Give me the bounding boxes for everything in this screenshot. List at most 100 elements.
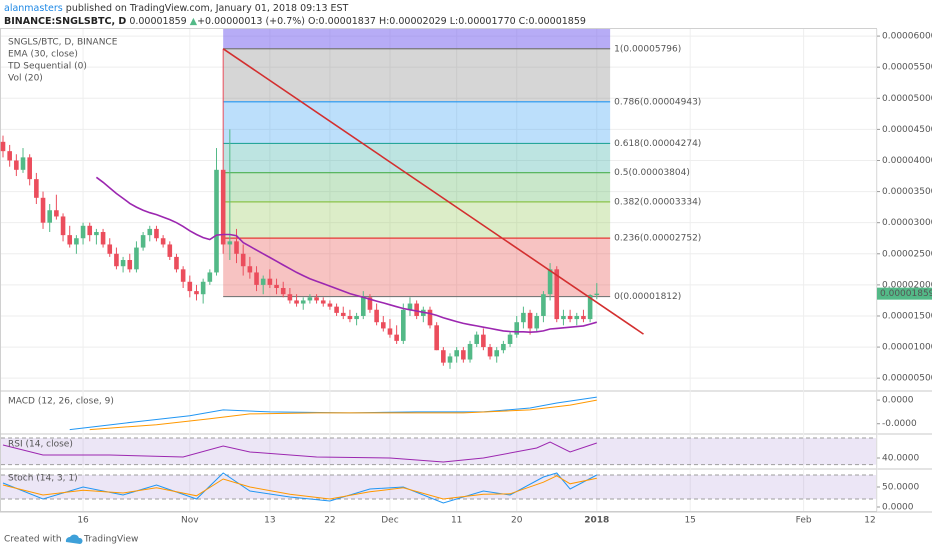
candle-body — [494, 350, 500, 357]
candle-body — [594, 293, 600, 296]
fib-band — [223, 101, 611, 144]
candle-body — [314, 297, 319, 301]
y-tick-label: 0.00006000 — [882, 32, 932, 42]
candle-body — [47, 210, 53, 223]
y-tick-label: 0.00005500 — [882, 63, 932, 73]
candle-body — [534, 315, 540, 329]
pane-title: RSI (14, close) — [8, 440, 73, 450]
candle-body — [14, 160, 19, 170]
footer-created: Created with — [4, 535, 62, 545]
candle-body — [380, 322, 386, 329]
fib-band — [223, 143, 611, 173]
candle-body — [180, 269, 186, 282]
candle-body — [74, 238, 79, 245]
candle-body — [200, 281, 206, 295]
candle-body — [414, 303, 419, 316]
y-tick-label: 0.00002500 — [882, 249, 932, 259]
footer-brand[interactable]: TradingView — [83, 535, 138, 545]
x-tick-label: 16 — [77, 516, 89, 526]
candle-body — [274, 284, 279, 288]
candle-body — [287, 294, 293, 301]
fib-label: 0.618(0.00004274) — [614, 139, 701, 149]
candle-body — [521, 312, 526, 323]
ohlc: O:0.00001837 H:0.00002029 L:0.00001770 C… — [308, 16, 586, 27]
candle-body — [581, 315, 586, 320]
candle-body — [160, 238, 166, 245]
candle-body — [587, 295, 593, 320]
candle-body — [120, 260, 126, 267]
candle-body — [354, 315, 359, 320]
candle-body — [481, 334, 486, 348]
candle-body — [147, 228, 153, 236]
candle-body — [27, 157, 32, 180]
candle-body — [487, 347, 493, 357]
indicator-band — [1, 438, 876, 465]
trend-line — [222, 48, 644, 335]
chart-layers: 16 Nov 13 22 Dec 11 20 2018 15 Feb 12 0.00000500 0.0… — [0, 29, 932, 526]
y-tick-label: -0.0000 — [882, 419, 917, 429]
x-tick-label: 15 — [684, 516, 695, 526]
fib-extension — [223, 29, 611, 49]
candle-body — [254, 272, 259, 285]
y-tick-label: 0.00000500 — [882, 374, 932, 384]
y-tick-label: 40.0000 — [882, 454, 919, 464]
candle-body — [127, 260, 133, 270]
candle-body — [574, 315, 580, 320]
y-tick-label: 50.0000 — [882, 483, 919, 493]
candle-body — [567, 315, 573, 320]
publish-line: alanmasters published on TradingView.com… — [4, 3, 349, 14]
legend-ema: EMA (30, close) — [8, 50, 78, 60]
candle-body — [260, 278, 266, 285]
y-tick-label: 0.0000 — [882, 503, 914, 513]
candle-body — [240, 253, 246, 267]
candle-body — [434, 325, 439, 351]
candle-body — [360, 297, 366, 316]
y-tick-label: 0.00003500 — [882, 187, 932, 197]
y-tick-label: 0.00004500 — [882, 125, 932, 135]
author[interactable]: alanmasters — [4, 3, 63, 14]
y-tick-label: 0.00004000 — [882, 156, 932, 166]
fib-band — [223, 48, 611, 102]
candle-body — [194, 291, 199, 295]
legend-indicator: TD Sequential (0) — [7, 62, 87, 72]
candle-body — [447, 356, 453, 363]
candle-body — [247, 266, 253, 273]
fib-label: 0.382(0.00003334) — [614, 197, 701, 207]
y-tick-label: 0.00003000 — [882, 218, 932, 228]
fib-label: 0.236(0.00002752) — [614, 234, 701, 244]
x-tick-label: Dec — [381, 516, 398, 526]
candle-body — [454, 350, 459, 357]
y-tick-label: 0.00001500 — [882, 311, 932, 321]
candle-body — [227, 241, 233, 245]
symbol-line: BINANCE:SNGLSBTC, D 0.00001859 ▲+0.00000… — [4, 16, 586, 27]
candle-body — [134, 247, 139, 270]
candle-body — [220, 169, 226, 245]
candle-body — [307, 297, 313, 301]
candle-body — [7, 151, 12, 161]
indicator-line — [2, 441, 597, 463]
candle-body — [60, 216, 66, 236]
candle-body — [374, 309, 379, 323]
chart-title: SNGLS/BTC, D, BINANCE — [8, 38, 118, 48]
candle-body — [561, 315, 566, 320]
candle-body — [367, 297, 373, 310]
candle-body — [320, 300, 326, 304]
candle-body — [294, 300, 299, 304]
x-tick-label: Feb — [796, 516, 812, 526]
candle-body — [340, 312, 346, 316]
candle-body — [140, 235, 146, 248]
pane-title: Stoch (14, 3, 1) — [8, 474, 78, 484]
fib-label: 0.786(0.00004943) — [614, 97, 701, 107]
arrow: ▲ — [190, 16, 198, 27]
candle-body — [67, 235, 73, 245]
pane-title: MACD (12, 26, close, 9) — [8, 397, 114, 407]
candle-body — [80, 225, 86, 239]
y-tick-label: 0.00001000 — [882, 343, 932, 353]
published: published on TradingView.com, January 01… — [66, 3, 349, 14]
candle-body — [174, 256, 179, 270]
candle-body — [34, 179, 39, 198]
candle-body — [167, 244, 173, 257]
x-tick-label: 22 — [324, 516, 335, 526]
candle-body — [427, 309, 433, 326]
